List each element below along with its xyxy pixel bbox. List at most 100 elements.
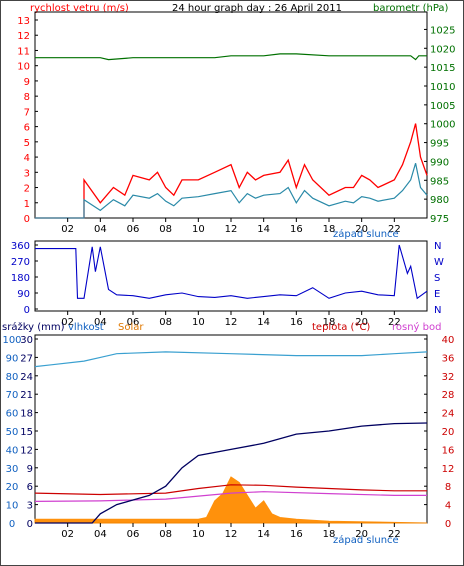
dir-ytick-label-90: 90	[17, 289, 30, 300]
temp-ytick-label-28: 28	[442, 390, 455, 401]
hum-ytick-label-30: 30	[6, 464, 19, 475]
dir-compass-label-0: N	[434, 305, 441, 316]
rain-ytick-label-24: 24	[20, 372, 33, 383]
baro-ytick-label-1005: 1005	[430, 101, 455, 112]
baro-axis-title: barometr (hPa)	[373, 3, 449, 14]
baro-ytick-label-1020: 1020	[430, 44, 455, 55]
wind-axis-title: rychlost vetru (m/s)	[30, 3, 129, 14]
wind-xtick-label-06: 06	[127, 224, 140, 235]
wind-ytick-label-8: 8	[24, 92, 30, 103]
dir-ytick-label-180: 180	[11, 273, 30, 284]
solar-series	[34, 476, 428, 524]
temp-ytick-label-24: 24	[442, 409, 455, 420]
dir-xtick-label-20: 20	[355, 317, 368, 328]
wind-xtick-label-14: 14	[257, 224, 270, 235]
graph-title: 24 hour graph day : 26 April 2011	[172, 3, 342, 14]
baro-ytick-label-1025: 1025	[430, 25, 455, 36]
temp-chart: 0102030405060708090100036912151821242730…	[2, 335, 454, 540]
dir-compass-label-4: N	[434, 241, 441, 252]
wind-ytick-label-0: 0	[24, 214, 30, 225]
temp-xtick-label-18: 18	[323, 529, 336, 540]
dew-axis-title: rosný bod	[392, 321, 441, 333]
dir-xtick-label-16: 16	[290, 317, 303, 328]
dir-xtick-label-18: 18	[323, 317, 336, 328]
temp-xtick-label-04: 04	[94, 529, 107, 540]
wind-xtick-label-04: 04	[94, 224, 107, 235]
rain-ytick-label-30: 30	[20, 335, 33, 346]
rain-series	[35, 422, 428, 524]
dir-ytick-label-270: 270	[11, 257, 30, 268]
temp-xtick-label-10: 10	[192, 529, 205, 540]
temp-xtick-label-02: 02	[61, 529, 74, 540]
dir-xtick-label-04: 04	[94, 317, 107, 328]
dir-xtick-label-06: 06	[127, 317, 140, 328]
gust-series	[35, 123, 428, 219]
wind-ytick-label-1: 1	[24, 199, 30, 210]
baro-ytick-label-985: 985	[430, 176, 449, 187]
temp-xtick-label-06: 06	[127, 529, 140, 540]
wind-ytick-label-5: 5	[24, 138, 30, 149]
temp-ytick-label-36: 36	[442, 353, 455, 364]
wind-xtick-label-10: 10	[192, 224, 205, 235]
hum-ytick-label-80: 80	[6, 372, 19, 383]
wind-ytick-label-12: 12	[17, 31, 30, 42]
wind-chart: 0123456789101112139759809859909951000100…	[17, 16, 455, 235]
temp-ytick-label-32: 32	[442, 372, 455, 383]
temp-ytick-label-12: 12	[442, 464, 455, 475]
rain-ytick-label-6: 6	[27, 482, 33, 493]
hum-ytick-label-90: 90	[6, 353, 19, 364]
dir-xtick-label-14: 14	[257, 317, 270, 328]
pressure-series	[35, 53, 427, 61]
temp-xtick-label-16: 16	[290, 529, 303, 540]
solar-axis-title: Solar	[118, 322, 144, 333]
dir-compass-label-3: W	[434, 257, 444, 268]
hum-ytick-label-20: 20	[6, 482, 19, 493]
rain-ytick-label-9: 9	[27, 464, 33, 475]
temp-ytick-label-8: 8	[445, 482, 451, 493]
rain-ytick-label-3: 3	[27, 501, 33, 512]
temp-xtick-label-12: 12	[225, 529, 238, 540]
hum-ytick-label-50: 50	[6, 427, 19, 438]
baro-ytick-label-1010: 1010	[430, 82, 455, 93]
temp-ytick-label-16: 16	[442, 445, 455, 456]
dir-compass-label-2: S	[434, 273, 440, 284]
wind-ytick-label-4: 4	[24, 153, 30, 164]
temp-ytick-label-40: 40	[442, 335, 455, 346]
wind-ytick-label-6: 6	[24, 123, 30, 134]
baro-ytick-label-995: 995	[430, 139, 449, 150]
rain-ytick-label-15: 15	[20, 427, 33, 438]
dew-series	[34, 491, 427, 502]
wind-ytick-label-11: 11	[17, 46, 30, 57]
baro-ytick-label-980: 980	[430, 195, 449, 206]
hum-ytick-label-0: 0	[9, 519, 15, 530]
wind-series	[35, 163, 428, 219]
rain-axis-title: srážky (mm)	[2, 321, 65, 333]
sunset-label-top: západ slunce	[333, 228, 399, 240]
wind-ytick-label-10: 10	[17, 62, 30, 73]
baro-ytick-label-1000: 1000	[430, 120, 455, 131]
rain-ytick-label-27: 27	[20, 353, 33, 364]
dir-ytick-label-360: 360	[11, 241, 30, 252]
hum-ytick-label-40: 40	[6, 445, 19, 456]
temp-ytick-label-4: 4	[445, 501, 451, 512]
temp-ytick-label-20: 20	[442, 427, 455, 438]
temp-xtick-label-22: 22	[388, 529, 401, 540]
temp-axis-title: teplota (°C)	[312, 322, 370, 333]
hum-ytick-label-10: 10	[6, 501, 19, 512]
temp-xtick-label-20: 20	[355, 529, 368, 540]
baro-ytick-label-990: 990	[430, 157, 449, 168]
baro-ytick-label-975: 975	[430, 214, 449, 225]
hum-ytick-label-70: 70	[6, 390, 19, 401]
dir-compass-label-1: E	[434, 289, 440, 300]
direction-series	[35, 244, 428, 300]
hum-ytick-label-100: 100	[2, 335, 21, 346]
wind-xtick-label-18: 18	[323, 224, 336, 235]
temp-ytick-label-0: 0	[445, 519, 451, 530]
temp-xtick-label-14: 14	[257, 529, 270, 540]
dir-xtick-label-12: 12	[225, 317, 238, 328]
hum-ytick-label-60: 60	[6, 409, 19, 420]
rain-ytick-label-18: 18	[20, 409, 33, 420]
